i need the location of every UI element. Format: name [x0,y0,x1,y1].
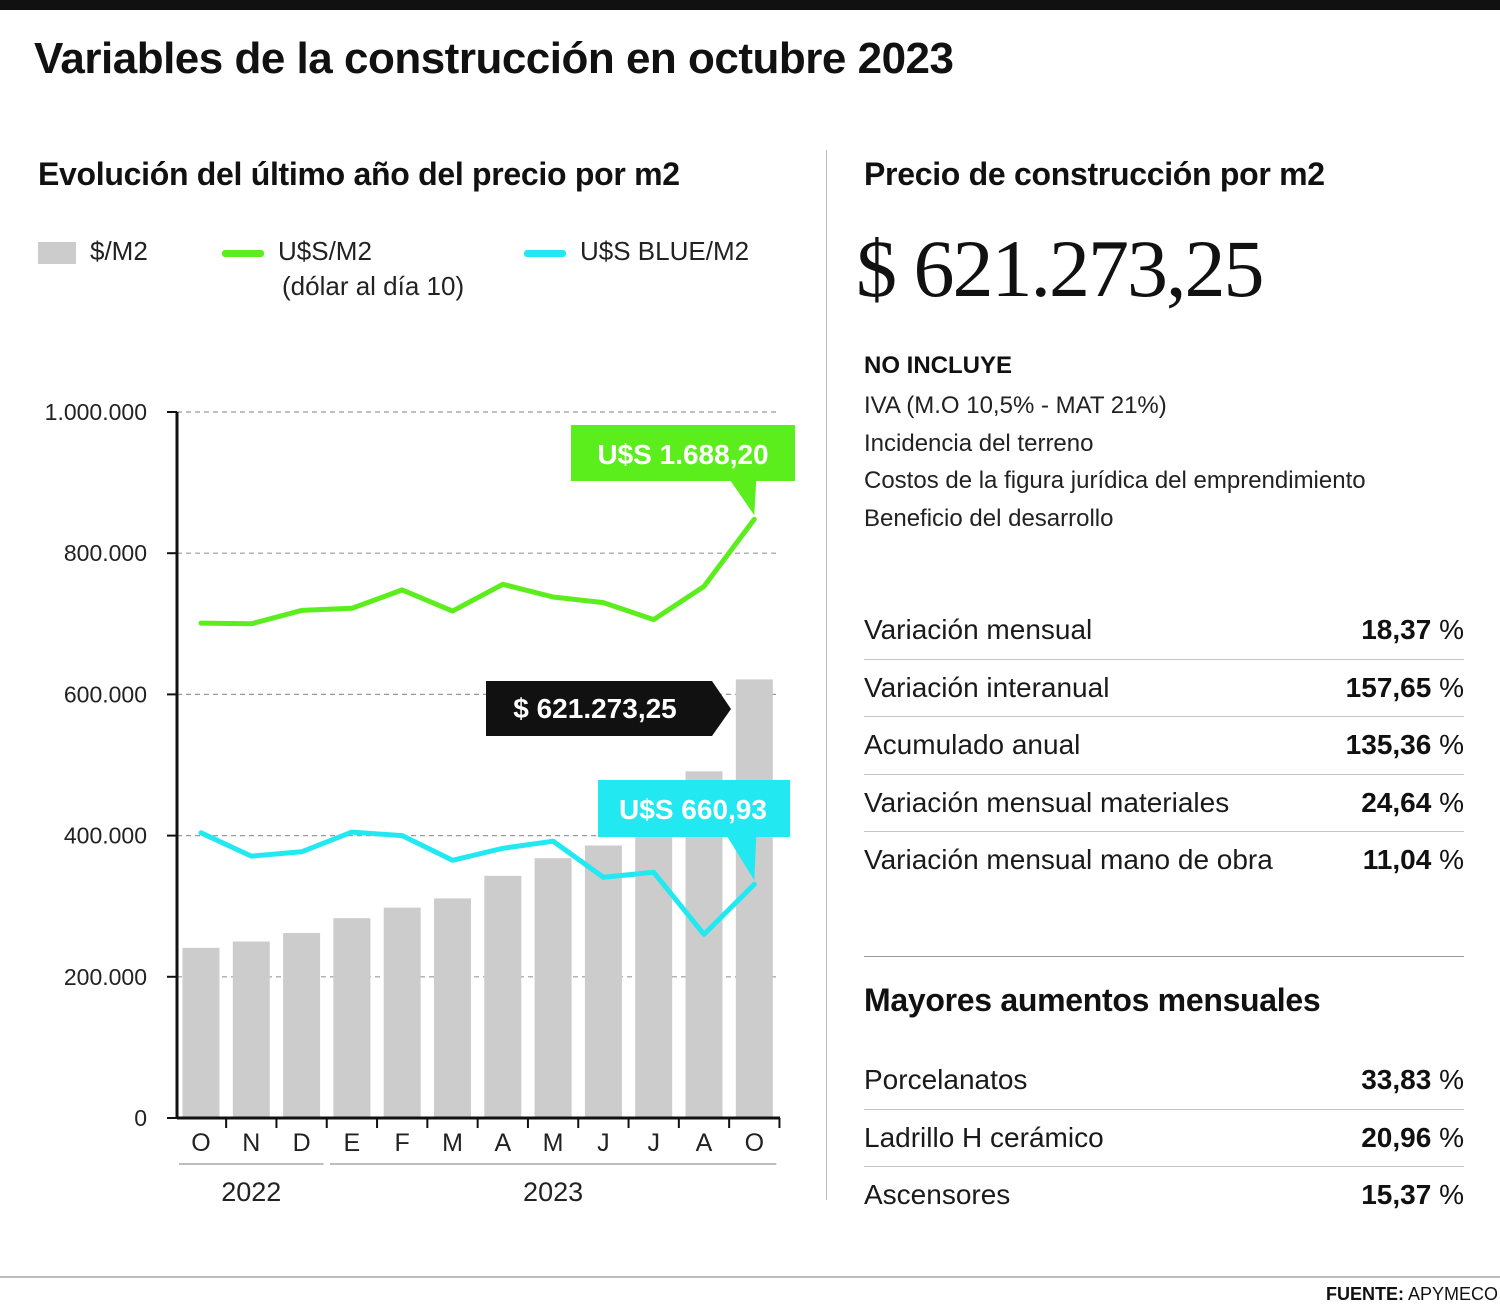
x-tick-label: A [494,1129,511,1157]
page-title: Variables de la construcción en octubre … [34,34,954,83]
legend-item-usd-blue: U$S BLUE/M2 [524,236,749,267]
stat-label: Acumulado anual [864,729,1081,760]
y-tick-label: 600.000 [64,681,147,707]
exclusion-item: Costos de la figura jurídica del emprend… [864,467,1366,494]
bar [534,858,572,1118]
stat-row: Ladrillo H cerámico 20,96 % [864,1110,1464,1167]
legend-swatch-line [222,249,264,257]
series-line [198,829,757,937]
callout-usd-label: U$S 1.688,20 [597,439,768,470]
stat-row: Variación mensual materiales 24,64 % [864,775,1464,832]
stat-row: Porcelanatos 33,83 % [864,1052,1464,1110]
section-divider [864,956,1464,957]
stat-label: Variación mensual mano de obra [864,844,1273,875]
stat-value: 20,96 % [1361,1121,1464,1153]
callout-pesos-label: $ 621.273,25 [513,693,677,724]
callout-blue-pointer [726,835,757,881]
stat-label: Ladrillo H cerámico [864,1121,1104,1153]
x-tick-label: F [395,1129,410,1157]
source-credit: FUENTE: APYMECO [1325,1284,1498,1304]
stat-value: 135,36 % [1345,729,1464,760]
column-divider [826,150,827,1200]
callout-usd-pointer [729,479,757,516]
x-tick-label: D [293,1129,311,1157]
exclusions-title: NO INCLUYE [864,352,1013,379]
callout-pesos-box [486,681,731,736]
stat-value: 157,65 % [1345,671,1464,703]
legend-swatch-bar [38,242,76,265]
legend-swatch-line [524,249,566,257]
exclusion-item: Beneficio del desarrollo [864,504,1114,532]
big-price: $ 621.273,25 [856,223,1264,314]
chart-title: Evolución del último año del precio por … [38,156,680,192]
price-section-title: Precio de construcción por m2 [864,156,1325,192]
series-line [198,516,757,627]
stat-row: Variación mensual mano de obra 11,04 % [864,832,1464,889]
stat-value: 15,37 % [1361,1179,1464,1210]
stat-label: Variación interanual [864,671,1110,703]
stat-value: 24,64 % [1361,786,1464,818]
exclusion-item: Incidencia del terreno [864,429,1094,457]
exclusions-list: IVA (M.O 10,5% - MAT 21%) Incidencia del… [864,390,1366,540]
stat-label: Porcelanatos [864,1064,1028,1095]
y-tick-label: 1.000.000 [45,399,147,425]
stat-value: 11,04 % [1362,844,1464,875]
legend-sublabel: (dólar al día 10) [282,271,465,301]
x-tick-label: N [242,1129,260,1157]
stat-label: Variación mensual [864,614,1093,645]
legend-label: U$S/M2 [278,236,372,266]
footer-rule [0,1276,1500,1278]
exclusion-item: IVA (M.O 10,5% - MAT 21%) [864,392,1167,419]
legend-label: $/M2 [90,236,148,266]
stat-row: Variación interanual 157,65 % [864,660,1464,717]
bar [434,898,471,1118]
year-label: 2023 [523,1177,583,1207]
mayores-table: Porcelanatos 33,83 % Ladrillo H cerámico… [864,1052,1464,1224]
stat-row: Variación mensual 18,37 % [864,602,1464,660]
stat-label: Variación mensual materiales [864,786,1230,818]
x-tick-label: A [696,1129,713,1157]
legend-item-usd: U$S/M2 (dólar al día 10) [222,236,464,302]
bar [484,875,522,1118]
x-tick-label: E [344,1129,361,1157]
mayores-title: Mayores aumentos mensuales [864,982,1321,1018]
x-tick-label: O [745,1129,764,1157]
callout-usd-box [571,425,795,481]
y-tick-label: 800.000 [64,540,147,566]
x-tick-label: J [647,1129,660,1157]
bar [182,947,220,1118]
x-tick-label: M [543,1129,564,1157]
legend-item-pesos: $/M2 [38,236,148,267]
bar [333,918,371,1118]
y-tick-label: 400.000 [64,823,147,849]
stat-label: Ascensores [864,1179,1011,1210]
stat-value: 18,37 % [1361,614,1464,645]
stat-row: Ascensores 15,37 % [864,1167,1464,1224]
x-tick-label: M [442,1129,463,1157]
callout-blue-label: U$S 660,93 [619,794,767,825]
x-tick-label: O [191,1129,210,1157]
y-tick-label: 200.000 [64,964,147,990]
bar [232,941,270,1118]
year-label: 2022 [221,1177,281,1207]
callout-blue-box [598,780,790,837]
stat-row: Acumulado anual 135,36 % [864,717,1464,775]
bar [283,933,321,1118]
y-tick-label: 0 [134,1105,147,1131]
bar [584,845,622,1118]
variation-table: Variación mensual 18,37 % Variación inte… [864,602,1464,889]
bar [383,907,421,1118]
stat-value: 33,83 % [1361,1064,1464,1095]
bar [635,814,673,1118]
price-chart: 0 200.000 400.000 600.000 800.000 1.000.000 O N… [45,399,795,1207]
legend-label: U$S BLUE/M2 [580,236,750,266]
top-bar [0,0,1500,10]
x-tick-label: J [597,1129,610,1157]
